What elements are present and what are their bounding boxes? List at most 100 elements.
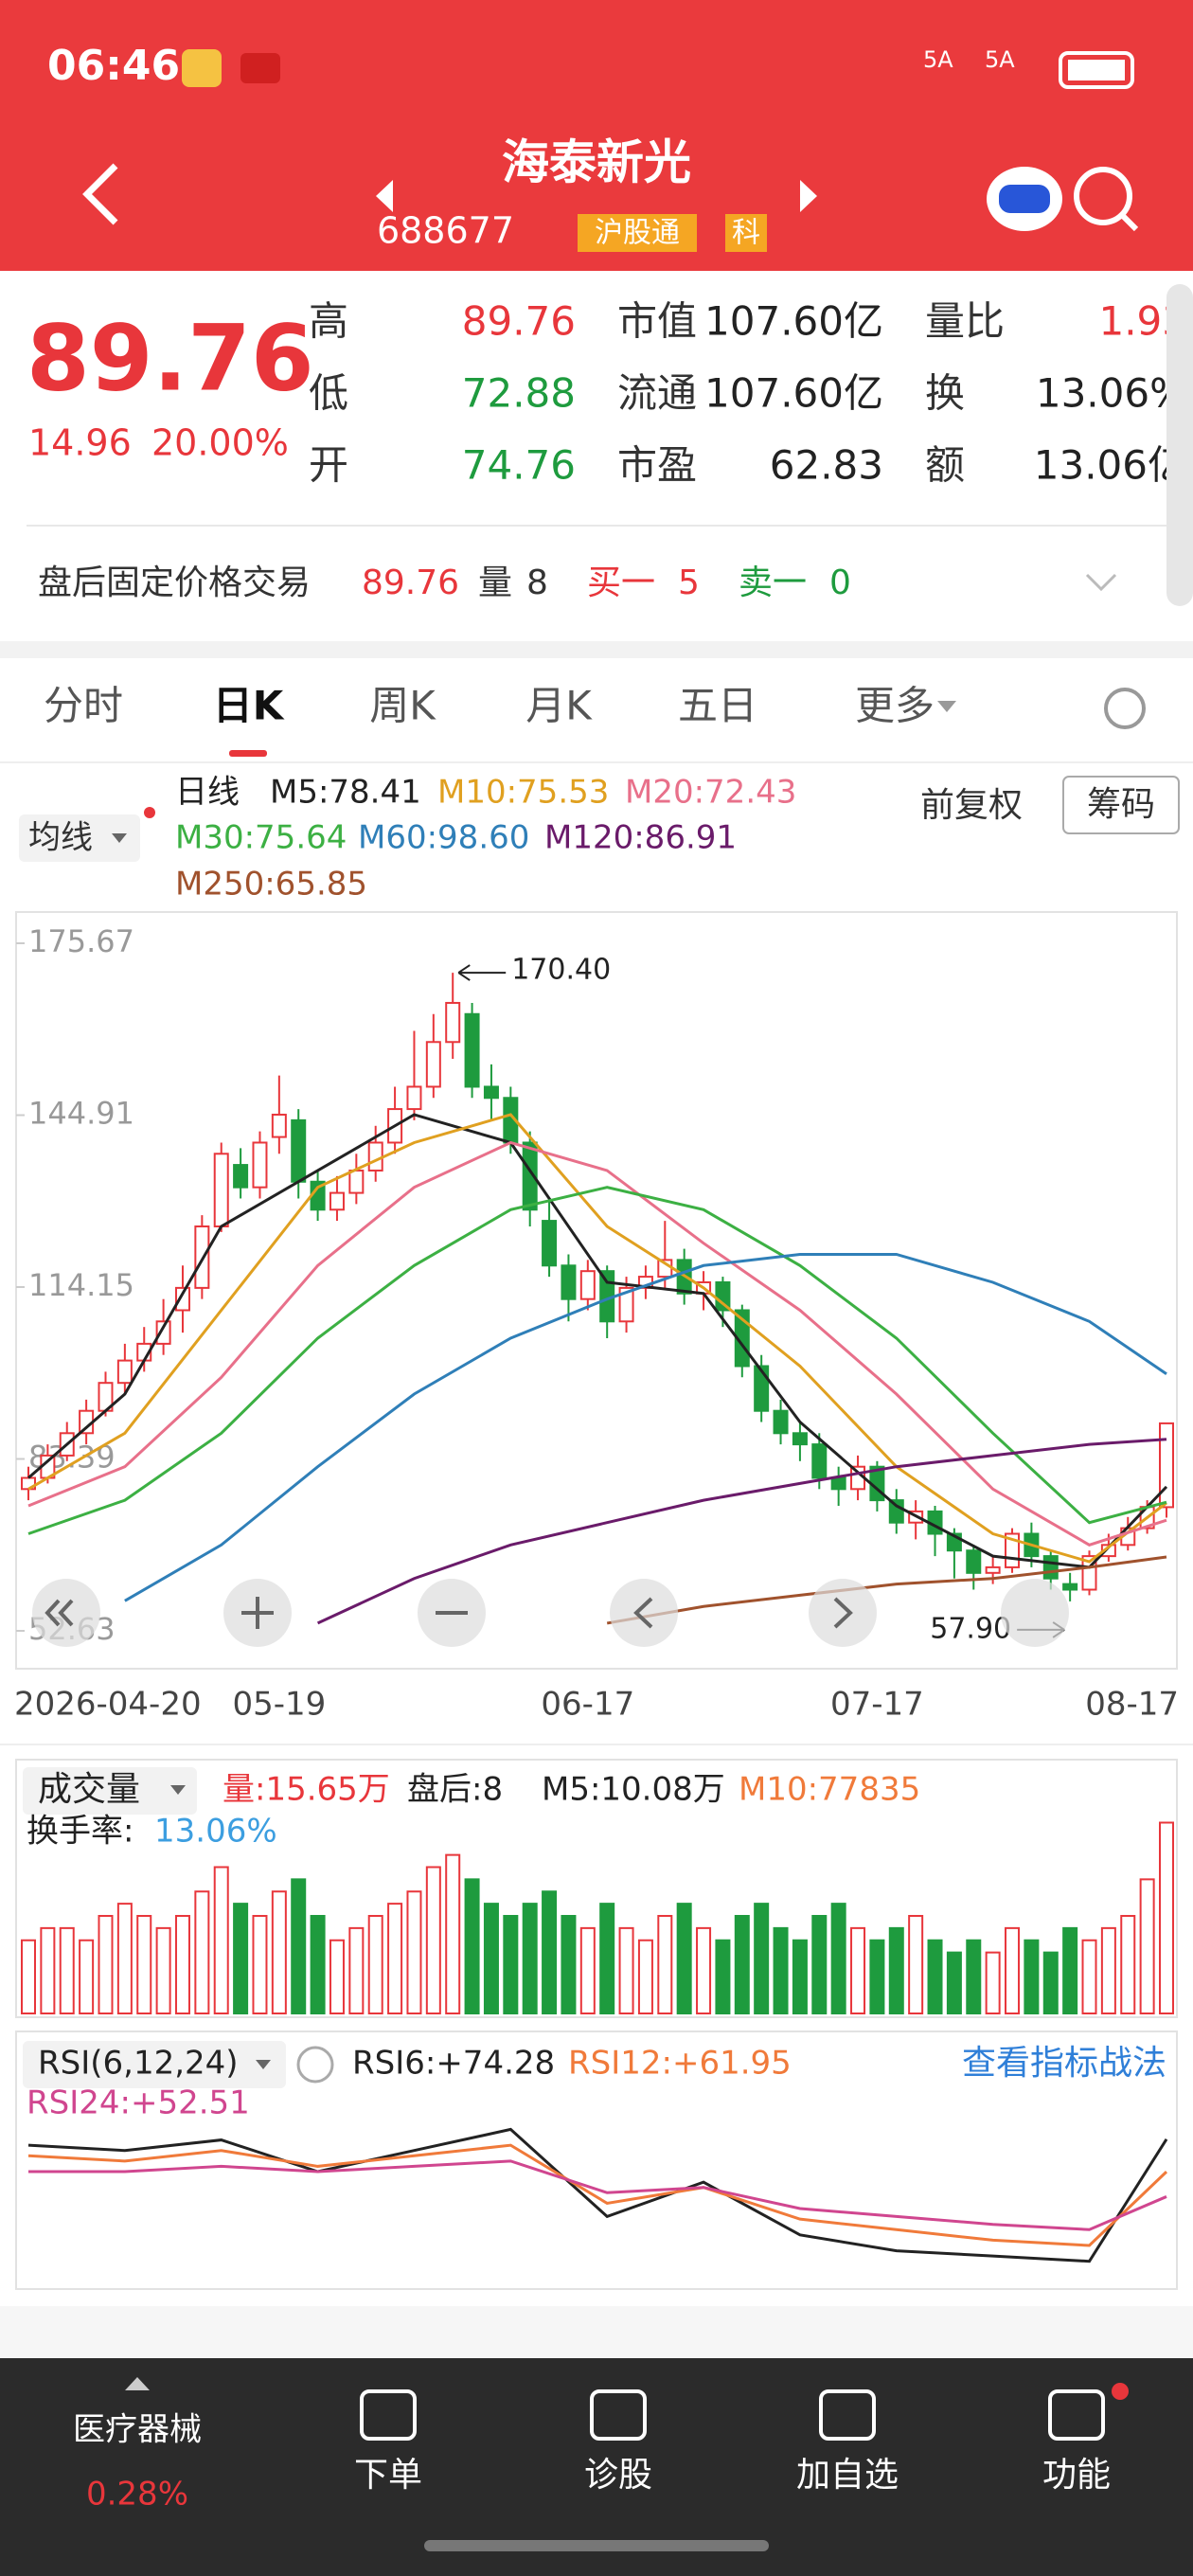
candle-body xyxy=(348,1169,365,1194)
ask-label: 卖一 xyxy=(739,564,807,602)
rsi-button[interactable] xyxy=(23,2041,286,2088)
candle-body xyxy=(792,1432,808,1446)
nav-icon xyxy=(590,2389,647,2441)
chips-button[interactable] xyxy=(1062,776,1180,834)
volume-bar xyxy=(174,1915,190,2014)
scroll-left[interactable] xyxy=(610,1579,678,1647)
prev-stock[interactable] xyxy=(376,180,393,212)
ma-legend-entry: M20:72.43 xyxy=(625,774,796,812)
tab[interactable]: 更多 xyxy=(855,683,935,729)
volume-bar xyxy=(985,1951,1001,2014)
volume-bar xyxy=(1139,1878,1155,2014)
candle-body xyxy=(888,1499,904,1524)
tab[interactable]: 周K xyxy=(369,683,436,729)
candle-body xyxy=(773,1409,789,1435)
expand[interactable] xyxy=(1085,573,1117,592)
ma-line xyxy=(124,1252,1167,1602)
rsi-link[interactable]: 查看指标战法 xyxy=(962,2044,1166,2083)
rsi-legend-entry: RSI12:+61.95 xyxy=(568,2045,792,2083)
nav-icon xyxy=(1048,2389,1105,2441)
volume-bar xyxy=(1159,1821,1174,2014)
volume-bar xyxy=(946,1951,962,2014)
next-stock[interactable] xyxy=(800,180,817,212)
candle-body xyxy=(966,1549,982,1574)
nav-item[interactable]: 加自选 xyxy=(796,2456,899,2495)
candle-body xyxy=(233,1164,249,1189)
settings[interactable] xyxy=(1104,688,1146,729)
tab[interactable]: 月K xyxy=(525,683,593,729)
candle-body xyxy=(522,1141,538,1211)
volume-bar xyxy=(155,1926,171,2014)
nav-icon xyxy=(819,2389,876,2441)
ma-button[interactable] xyxy=(19,814,140,862)
home-indicator xyxy=(424,2540,769,2551)
scroll-right[interactable] xyxy=(809,1579,877,1647)
tag: 科 xyxy=(732,217,760,250)
x-tick-label: 08-17 xyxy=(1085,1686,1179,1724)
search-handle xyxy=(1119,212,1139,232)
plus-icon xyxy=(241,1597,274,1629)
ma-line xyxy=(27,1186,1167,1535)
nav-item[interactable]: 诊股 xyxy=(584,2456,652,2495)
volume-button[interactable] xyxy=(23,1767,197,1815)
sector-name[interactable]: 医疗器械 xyxy=(73,2411,202,2449)
volume-bar xyxy=(367,1915,383,2014)
ma-legend-entry: M30:75.64 xyxy=(175,819,347,857)
volume-bar xyxy=(252,1915,268,2014)
volume-bar xyxy=(522,1903,538,2014)
volume-bar xyxy=(116,1903,133,2014)
quote-value: 89.76 xyxy=(462,298,576,345)
quote-label: 额 xyxy=(925,442,965,489)
candle-body xyxy=(542,1220,558,1267)
nav-item[interactable]: 功能 xyxy=(1042,2456,1111,2495)
quote-label: 低 xyxy=(309,370,348,417)
candle-body xyxy=(830,1476,846,1491)
tab[interactable]: 日K xyxy=(213,683,285,729)
period-label: 日线 xyxy=(175,774,240,812)
quote-label: 流通 xyxy=(617,370,697,417)
volume-title: 成交量 xyxy=(38,1770,140,1809)
side-tab[interactable] xyxy=(1166,284,1193,606)
quote-label: 市值 xyxy=(617,298,697,345)
quote-value: 62.83 xyxy=(770,442,883,489)
status-icon xyxy=(240,53,280,83)
fullscreen[interactable] xyxy=(1001,1579,1069,1647)
nav-item[interactable]: 下单 xyxy=(354,2456,422,2495)
ma-line xyxy=(27,1113,1168,1569)
help-icon[interactable] xyxy=(296,2046,334,2084)
candle-body xyxy=(1159,1422,1174,1509)
volume-bar xyxy=(136,1915,152,2014)
y-tick-label: 175.67 xyxy=(28,923,134,959)
left-icon xyxy=(633,1597,653,1629)
volume-bar xyxy=(194,1890,210,2014)
volume-bar xyxy=(503,1915,519,2014)
kline-frame xyxy=(15,911,1178,1670)
quote-table: 高 89.76 市值 107.60亿 量比 1.93低 72.88 流通 107.60亿换 13.… xyxy=(309,298,1187,489)
turnover-label: 换手率: xyxy=(27,1813,134,1851)
volume-bar xyxy=(425,1866,441,2014)
candle-body xyxy=(406,1085,422,1111)
tab[interactable]: 分时 xyxy=(44,683,123,729)
rsi-chart: RSI6:+74.28 RSI12:+61.95 RSI24:+52.51 xyxy=(27,2045,1168,2263)
volume-bar xyxy=(599,1903,615,2014)
dropdown-arrow xyxy=(170,1785,186,1795)
dropdown-arrow xyxy=(256,2060,271,2069)
quote-label: 量比 xyxy=(925,298,1005,345)
status-net: 5A xyxy=(923,46,953,73)
search-button[interactable] xyxy=(1074,167,1132,225)
volume-bar xyxy=(811,1915,828,2014)
stock-name: 海泰新光 xyxy=(502,135,691,190)
tabs: 分时 日K 周K 月K 五日 更多 xyxy=(44,683,956,757)
back-button[interactable] xyxy=(82,163,118,225)
adjust-label[interactable]: 前复权 xyxy=(920,786,1023,825)
volume-bar xyxy=(888,1926,904,2014)
quote-value: 107.60亿 xyxy=(704,298,883,345)
volume-bar xyxy=(1100,1926,1116,2014)
ma-line xyxy=(606,1555,1167,1625)
tab[interactable]: 五日 xyxy=(678,683,757,729)
zoom-out-range[interactable] xyxy=(32,1579,100,1647)
volume-bar xyxy=(966,1939,982,2014)
rsi-line xyxy=(27,2143,1168,2247)
candle-body xyxy=(174,1286,190,1312)
